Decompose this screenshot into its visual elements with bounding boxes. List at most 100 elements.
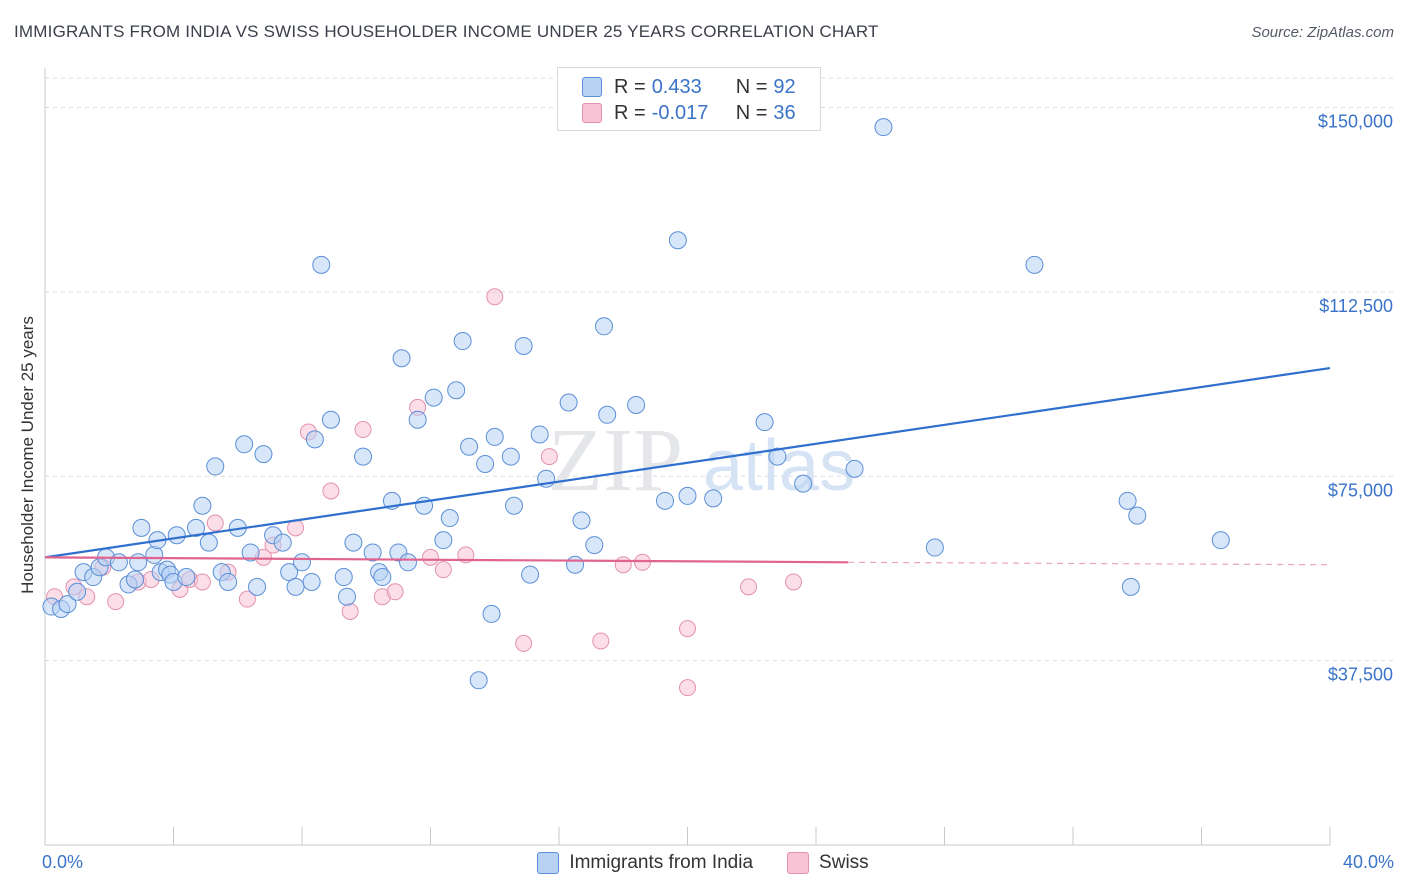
swiss-swatch	[582, 103, 602, 123]
r-label: R =	[614, 101, 646, 124]
india-point	[206, 457, 225, 476]
india-point	[337, 587, 356, 606]
y-tick-label: $75,000	[1328, 480, 1393, 500]
india-point	[145, 545, 164, 564]
india-point	[678, 486, 697, 505]
india-point	[399, 553, 418, 572]
swiss-trend-extension	[848, 561, 1331, 566]
india-point	[408, 410, 427, 429]
india-point	[68, 582, 87, 601]
india-point	[373, 568, 392, 587]
india-point	[219, 572, 238, 591]
india-point	[505, 496, 524, 515]
india-point	[1025, 255, 1044, 274]
india-point	[925, 538, 944, 557]
axes	[44, 68, 1331, 846]
india-point	[392, 349, 411, 368]
r-value: 0.433	[651, 75, 702, 98]
legend-item-swiss: Swiss	[787, 852, 869, 874]
india-point	[344, 533, 363, 552]
india-point	[794, 474, 813, 493]
swiss-point	[322, 482, 340, 500]
series-legend: Immigrants from India Swiss	[0, 852, 1406, 874]
india-point	[559, 393, 578, 412]
india-point	[241, 543, 260, 562]
r-value: -0.017	[651, 101, 709, 124]
swiss-point	[386, 583, 404, 601]
r-label: R =	[614, 75, 646, 98]
swiss-point	[785, 573, 803, 591]
swiss-point	[486, 288, 504, 306]
india-point	[248, 577, 267, 596]
india-point	[321, 410, 340, 429]
india-point	[594, 317, 613, 336]
india-point	[447, 381, 466, 400]
india-point	[177, 568, 196, 587]
y-tick-label: $37,500	[1328, 665, 1393, 685]
india-point	[598, 405, 617, 424]
chart-title: IMMIGRANTS FROM INDIA VS SWISS HOUSEHOLD…	[14, 22, 879, 41]
swiss-point	[592, 632, 610, 650]
y-tick-labels: $37,500 $75,000 $112,500 $150,000	[1318, 112, 1393, 685]
india-point	[293, 553, 311, 572]
india-point	[482, 604, 501, 623]
trend-lines	[44, 366, 1331, 566]
swiss-trend-line	[44, 556, 849, 564]
india-point	[132, 518, 151, 537]
india-point	[1121, 577, 1140, 596]
y-tick-label: $150,000	[1318, 112, 1393, 132]
india-point	[755, 413, 774, 432]
india-point	[302, 572, 321, 591]
india-swatch	[582, 77, 602, 97]
india-point	[186, 518, 205, 537]
india-point	[501, 447, 520, 466]
india-points	[42, 118, 1230, 690]
india-legend-swatch	[537, 852, 560, 874]
correlation-legend: R = 0.433 N = 92 R = -0.017 N = 36	[557, 67, 821, 131]
india-point	[768, 447, 787, 466]
india-point	[58, 595, 77, 614]
india-point	[668, 231, 687, 250]
india-point	[167, 526, 186, 545]
legend-label-swiss: Swiss	[819, 852, 869, 873]
swiss-point	[354, 421, 372, 439]
swiss-point	[679, 620, 696, 638]
swiss-point	[515, 634, 533, 652]
india-point	[193, 496, 212, 515]
n-label: N =	[735, 101, 768, 124]
swiss-point	[341, 602, 359, 620]
swiss-point	[238, 590, 256, 608]
india-point	[424, 388, 443, 407]
india-point	[572, 511, 591, 530]
india-trend-line	[44, 366, 1331, 559]
n-label: N =	[735, 75, 768, 98]
india-point	[354, 447, 373, 466]
swiss-point	[634, 553, 652, 571]
india-point	[1128, 506, 1147, 525]
india-point	[129, 553, 148, 572]
india-point	[460, 437, 479, 456]
n-value: 36	[773, 101, 796, 124]
india-point	[469, 671, 488, 690]
india-point	[845, 459, 864, 478]
y-tick-label: $112,500	[1319, 296, 1393, 316]
india-point	[305, 430, 324, 449]
india-point	[656, 491, 675, 510]
swiss-legend-swatch	[787, 852, 810, 874]
x-tick-min: 0.0%	[42, 852, 84, 872]
india-point	[485, 427, 504, 446]
india-point	[286, 577, 305, 596]
watermark: ZIP atlas	[548, 411, 855, 510]
watermark-atlas: atlas	[703, 426, 855, 506]
india-point	[476, 454, 495, 473]
india-point	[440, 509, 459, 528]
india-point	[1211, 531, 1230, 550]
india-point	[235, 435, 254, 454]
source-credit: Source: ZipAtlas.com	[1251, 24, 1394, 41]
india-point	[521, 565, 540, 584]
swiss-point	[679, 679, 696, 697]
india-point	[1118, 491, 1137, 510]
legend-item-india: Immigrants from India	[537, 852, 753, 874]
swiss-point	[422, 548, 439, 566]
